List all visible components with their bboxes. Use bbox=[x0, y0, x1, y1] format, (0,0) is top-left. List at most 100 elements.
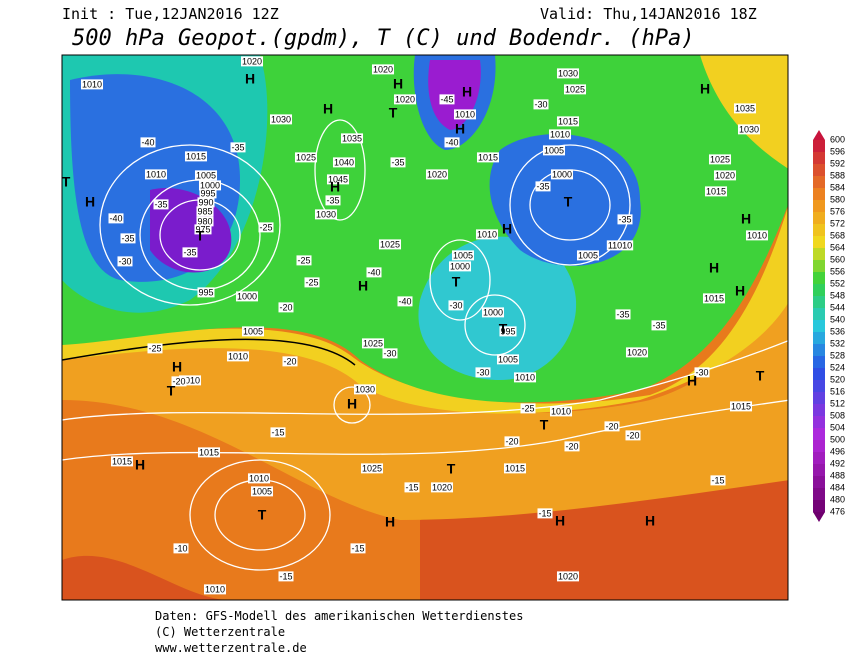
temperature-label-box bbox=[625, 430, 641, 441]
color-bar-band bbox=[813, 404, 825, 417]
pressure-label-box bbox=[197, 197, 215, 208]
pressure-label-box bbox=[226, 351, 250, 362]
temperature-label-box bbox=[382, 348, 398, 359]
pressure-label: 1010 bbox=[551, 406, 571, 416]
pressure-label-box bbox=[203, 584, 227, 595]
pressure-label: 1025 bbox=[710, 154, 730, 164]
pressure-label-box bbox=[294, 152, 318, 163]
pressure-label: 995 bbox=[200, 188, 215, 198]
pressure-label-box bbox=[606, 240, 634, 251]
temperature-label-box bbox=[651, 320, 667, 331]
pressure-label-box bbox=[269, 114, 293, 125]
temperature-label: -30 bbox=[449, 300, 462, 310]
temperature-label-box bbox=[390, 157, 406, 168]
pressure-label: 1010 bbox=[82, 79, 102, 89]
pressure-label: 1045 bbox=[328, 174, 348, 184]
pressure-label-box bbox=[197, 287, 215, 298]
pressure-center: H bbox=[735, 283, 745, 299]
pressure-label-box bbox=[475, 229, 499, 240]
temperature-label: -25 bbox=[305, 277, 318, 287]
pressure-center: H bbox=[741, 211, 751, 227]
temperature-label: -20 bbox=[605, 421, 618, 431]
pressure-label: 1020 bbox=[432, 482, 452, 492]
pressure-label: 1010 bbox=[455, 109, 475, 119]
temperature-label: -40 bbox=[109, 213, 122, 223]
pressure-label-box bbox=[194, 224, 212, 235]
color-bar-label: 516 bbox=[830, 386, 845, 396]
color-bar-label: 560 bbox=[830, 254, 845, 264]
pressure-label-box bbox=[453, 109, 477, 120]
pressure-label-box bbox=[713, 170, 737, 181]
pressure-label: 1010 bbox=[477, 229, 497, 239]
temperature-label: -25 bbox=[148, 343, 161, 353]
color-bar-band bbox=[813, 248, 825, 261]
pressure-label: 1020 bbox=[627, 347, 647, 357]
temperature-label: -30 bbox=[476, 367, 489, 377]
pressure-label: 11010 bbox=[608, 240, 632, 250]
temperature-label: -35 bbox=[326, 195, 339, 205]
color-bar-band bbox=[813, 320, 825, 333]
color-bar: 600 596 592 588 584 580 576 572 568 564 560 556 552 5… bbox=[813, 130, 845, 522]
temperature-label-box bbox=[117, 256, 133, 267]
temperature-label: -15 bbox=[271, 427, 284, 437]
pressure-label-box bbox=[542, 145, 566, 156]
pressure-label: 1005 bbox=[578, 250, 598, 260]
pressure-label: 995 bbox=[500, 326, 515, 336]
pressure-label: 1025 bbox=[565, 84, 585, 94]
temperature-label-box bbox=[448, 300, 464, 311]
pressure-label-box bbox=[353, 384, 377, 395]
temperature-label-box bbox=[404, 482, 420, 493]
pressure-label: 1020 bbox=[558, 571, 578, 581]
pressure-label: 1010 bbox=[249, 473, 269, 483]
pressure-label: 1000 bbox=[552, 169, 572, 179]
pressure-center: H bbox=[172, 359, 182, 375]
color-bar-band bbox=[813, 500, 825, 513]
temperature-label-box bbox=[296, 255, 312, 266]
pressure-label: 1030 bbox=[316, 209, 336, 219]
pressure-label-box bbox=[199, 188, 217, 199]
pressure-label: 1015 bbox=[704, 293, 724, 303]
temperature-label-box bbox=[153, 199, 169, 210]
pressure-center: H bbox=[393, 76, 403, 92]
temperature-label-box bbox=[710, 475, 726, 486]
pressure-label-box bbox=[371, 64, 395, 75]
pressure-center: T bbox=[756, 368, 765, 384]
pressure-label-box bbox=[556, 68, 580, 79]
pressure-label: 1015 bbox=[706, 186, 726, 196]
color-bar-band bbox=[813, 308, 825, 321]
color-bar-label: 496 bbox=[830, 446, 845, 456]
pressure-label: 1000 bbox=[237, 291, 257, 301]
pressure-label: 1010 bbox=[550, 129, 570, 139]
temperature-label: -35 bbox=[391, 157, 404, 167]
pressure-center: H bbox=[85, 194, 95, 210]
pressure-label-box bbox=[360, 463, 384, 474]
color-bar-band bbox=[813, 392, 825, 405]
pressure-label-box bbox=[549, 406, 573, 417]
pressure-label-box bbox=[481, 307, 505, 318]
temperature-label-box bbox=[444, 137, 460, 148]
temperature-label: -15 bbox=[538, 508, 551, 518]
color-bar-band bbox=[813, 344, 825, 357]
pressure-label: 990 bbox=[198, 197, 213, 207]
pressure-label: 1010 bbox=[205, 584, 225, 594]
pressure-center: H bbox=[555, 513, 565, 529]
color-bar-band bbox=[813, 140, 825, 153]
pressure-center: H bbox=[502, 221, 512, 237]
temperature-label-box bbox=[173, 543, 189, 554]
pressure-label: 1000 bbox=[483, 307, 503, 317]
footer-copyright: (C) Wetterzentrale bbox=[155, 625, 285, 639]
pressure-center: H bbox=[700, 81, 710, 97]
pressure-label-box bbox=[425, 169, 449, 180]
temperature-label-box bbox=[278, 302, 294, 313]
pressure-label-box bbox=[184, 151, 208, 162]
pressure-center: T bbox=[196, 228, 205, 244]
temperature-label-box bbox=[108, 213, 124, 224]
color-bar-band bbox=[813, 260, 825, 273]
pressure-label: 1010 bbox=[180, 375, 200, 385]
pressure-label-box bbox=[241, 326, 265, 337]
color-bar-label: 556 bbox=[830, 266, 845, 276]
color-bar-label: 580 bbox=[830, 194, 845, 204]
pressure-center: T bbox=[167, 383, 176, 399]
temperature-label: -35 bbox=[231, 142, 244, 152]
color-bar-cap bbox=[813, 512, 825, 522]
